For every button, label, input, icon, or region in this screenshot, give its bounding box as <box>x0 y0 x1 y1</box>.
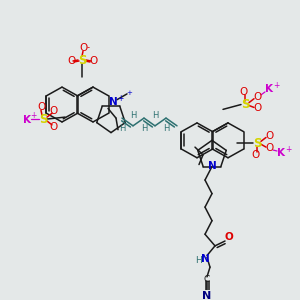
Text: K: K <box>23 115 31 125</box>
Text: -: - <box>86 43 89 52</box>
Text: O: O <box>265 143 273 153</box>
Text: H: H <box>196 256 202 265</box>
Text: K: K <box>265 84 273 94</box>
Text: O: O <box>79 44 87 53</box>
Text: +: + <box>126 90 132 96</box>
Text: O: O <box>253 92 261 102</box>
Text: S: S <box>253 137 261 150</box>
Text: S: S <box>78 53 86 67</box>
Text: O: O <box>89 56 97 66</box>
Text: S: S <box>39 112 47 126</box>
Text: C: C <box>204 275 210 284</box>
Text: O: O <box>50 122 58 132</box>
Text: +: + <box>273 81 279 90</box>
Text: K: K <box>277 148 285 158</box>
Text: +: + <box>30 111 36 120</box>
Text: H: H <box>142 124 148 133</box>
Text: H: H <box>120 124 126 133</box>
Text: O: O <box>50 106 58 116</box>
Text: O: O <box>37 102 45 112</box>
Text: O: O <box>252 150 260 160</box>
Text: N: N <box>202 291 211 300</box>
Text: O: O <box>240 87 248 97</box>
Text: H: H <box>153 111 159 120</box>
Text: S: S <box>241 98 249 111</box>
Text: O: O <box>67 56 75 66</box>
Text: O: O <box>253 103 261 113</box>
Text: N: N <box>109 97 117 106</box>
Text: H: H <box>130 111 137 120</box>
Text: O: O <box>225 232 233 242</box>
Text: +: + <box>117 94 123 103</box>
Text: O: O <box>265 130 273 140</box>
Text: +: + <box>285 145 291 154</box>
Text: H: H <box>164 124 170 133</box>
Text: N: N <box>208 161 216 172</box>
Text: N: N <box>201 254 209 264</box>
